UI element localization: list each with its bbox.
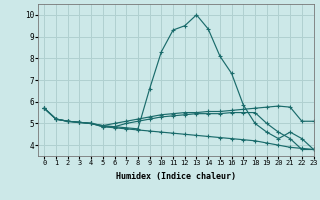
X-axis label: Humidex (Indice chaleur): Humidex (Indice chaleur) — [116, 172, 236, 181]
